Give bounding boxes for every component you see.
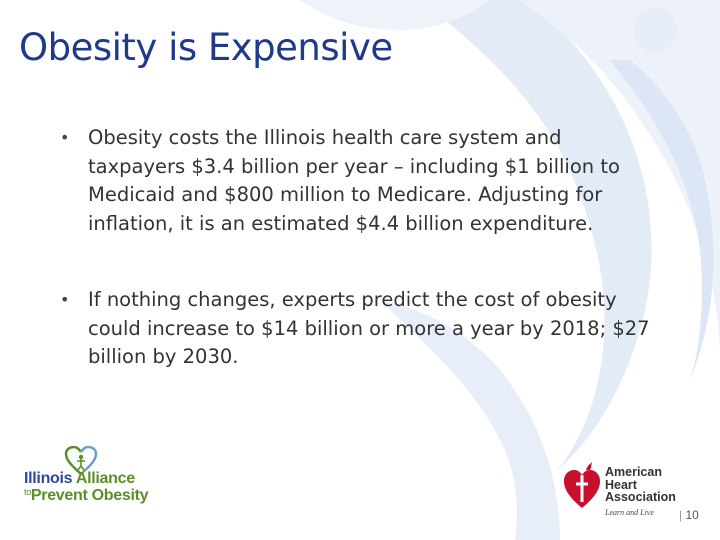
aha-line2: Heart bbox=[605, 477, 637, 492]
prevent-obesity-words: Prevent Obesity bbox=[30, 487, 149, 504]
bullet-item: • If nothing changes, experts predict th… bbox=[58, 286, 658, 372]
bullet-text: If nothing changes, experts predict the … bbox=[88, 288, 650, 368]
alliance-word: Alliance bbox=[75, 470, 135, 487]
page-number: | 10 bbox=[679, 508, 699, 522]
bullet-item: • Obesity costs the Illinois health care… bbox=[58, 124, 658, 238]
page-number-divider: | bbox=[679, 508, 683, 522]
illinois-alliance-line1: Illinois Alliance bbox=[24, 470, 135, 488]
aha-line1: American bbox=[605, 465, 662, 479]
illinois-alliance-logo: Illinois Alliance toPrevent Obesity bbox=[24, 446, 164, 506]
bullet-dot-icon: • bbox=[60, 290, 70, 309]
bullet-dot-icon: • bbox=[60, 128, 70, 147]
aha-line3: Association bbox=[605, 490, 676, 504]
heart-figure-icon bbox=[64, 446, 98, 475]
illinois-word: Illinois bbox=[24, 470, 73, 487]
heart-torch-icon bbox=[564, 462, 600, 508]
illinois-alliance-line2: toPrevent Obesity bbox=[24, 487, 149, 505]
aha-wordmark: American Heart Association bbox=[605, 466, 676, 504]
american-heart-association-logo: American Heart Association Learn and Liv… bbox=[562, 462, 692, 522]
bullet-list: • Obesity costs the Illinois health care… bbox=[58, 124, 658, 372]
slide-title: Obesity is Expensive bbox=[19, 26, 393, 69]
to-word: to bbox=[24, 487, 31, 497]
page-number-value: 10 bbox=[685, 508, 699, 522]
aha-tagline: Learn and Live bbox=[605, 508, 654, 517]
bullet-text: Obesity costs the Illinois health care s… bbox=[88, 126, 620, 235]
